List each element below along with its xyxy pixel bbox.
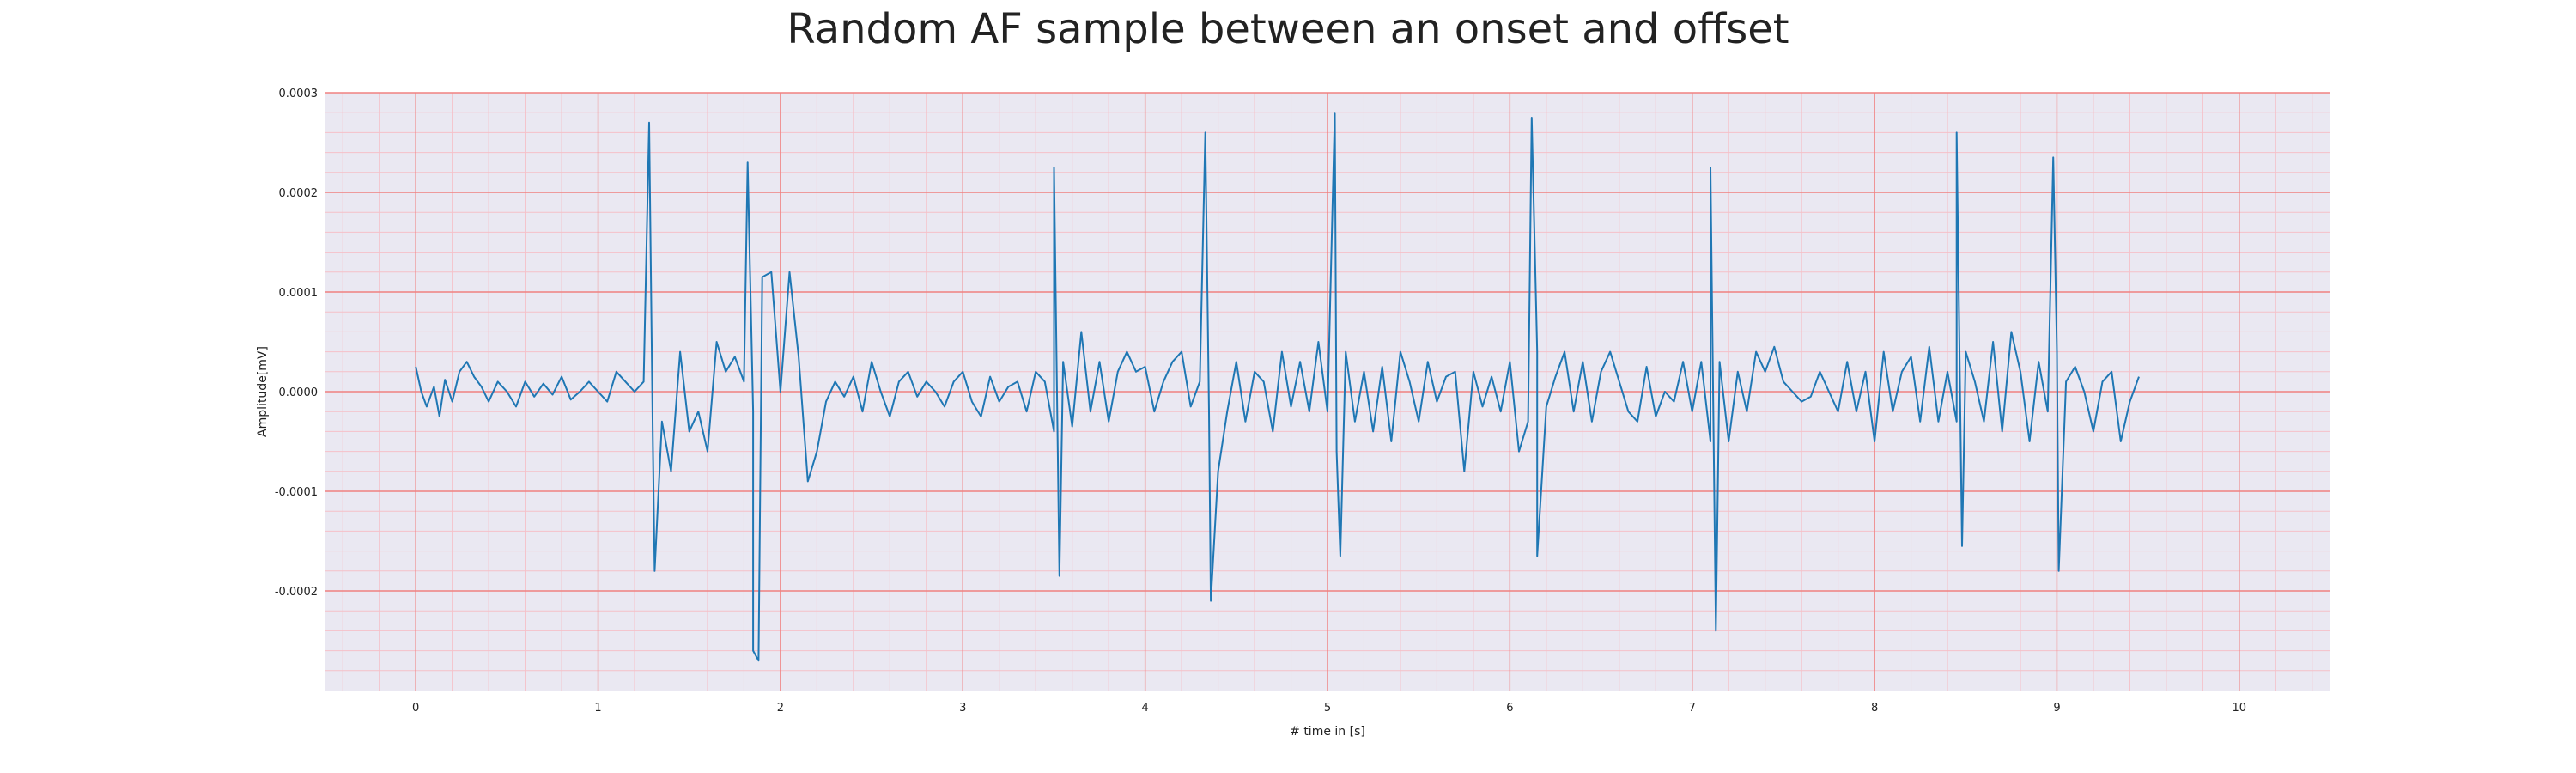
y-tick-label: 0.0000 — [279, 386, 319, 399]
x-tick-label: 2 — [777, 702, 784, 715]
x-tick-label: 9 — [2053, 702, 2060, 715]
y-tick-label: 0.0001 — [279, 287, 319, 300]
y-tick-label: -0.0001 — [275, 486, 318, 499]
y-tick-label: 0.0003 — [279, 88, 319, 100]
y-axis-label: Amplitude[mV] — [256, 346, 270, 437]
y-axis-ticks: -0.0002 -0.0001 0.0000 0.0001 0.0002 0.0003 — [275, 88, 318, 599]
x-tick-label: 4 — [1141, 702, 1148, 715]
x-tick-label: 6 — [1506, 702, 1513, 715]
y-tick-label: -0.0002 — [275, 586, 318, 599]
x-tick-label: 10 — [2233, 702, 2247, 715]
x-axis-ticks: 0 1 2 3 4 5 6 7 8 9 10 — [412, 702, 2246, 715]
x-tick-label: 8 — [1871, 702, 1878, 715]
x-tick-label: 7 — [1689, 702, 1696, 715]
x-axis-label: # time in [s] — [1290, 725, 1365, 739]
x-tick-label: 1 — [594, 702, 601, 715]
x-tick-label: 3 — [959, 702, 966, 715]
y-tick-label: 0.0002 — [279, 187, 319, 200]
series-line — [415, 112, 2140, 662]
series-layer — [415, 112, 2140, 662]
x-tick-label: 5 — [1324, 702, 1331, 715]
x-tick-label: 0 — [412, 702, 419, 715]
chart-title: Random AF sample between an onset and of… — [787, 5, 1789, 53]
